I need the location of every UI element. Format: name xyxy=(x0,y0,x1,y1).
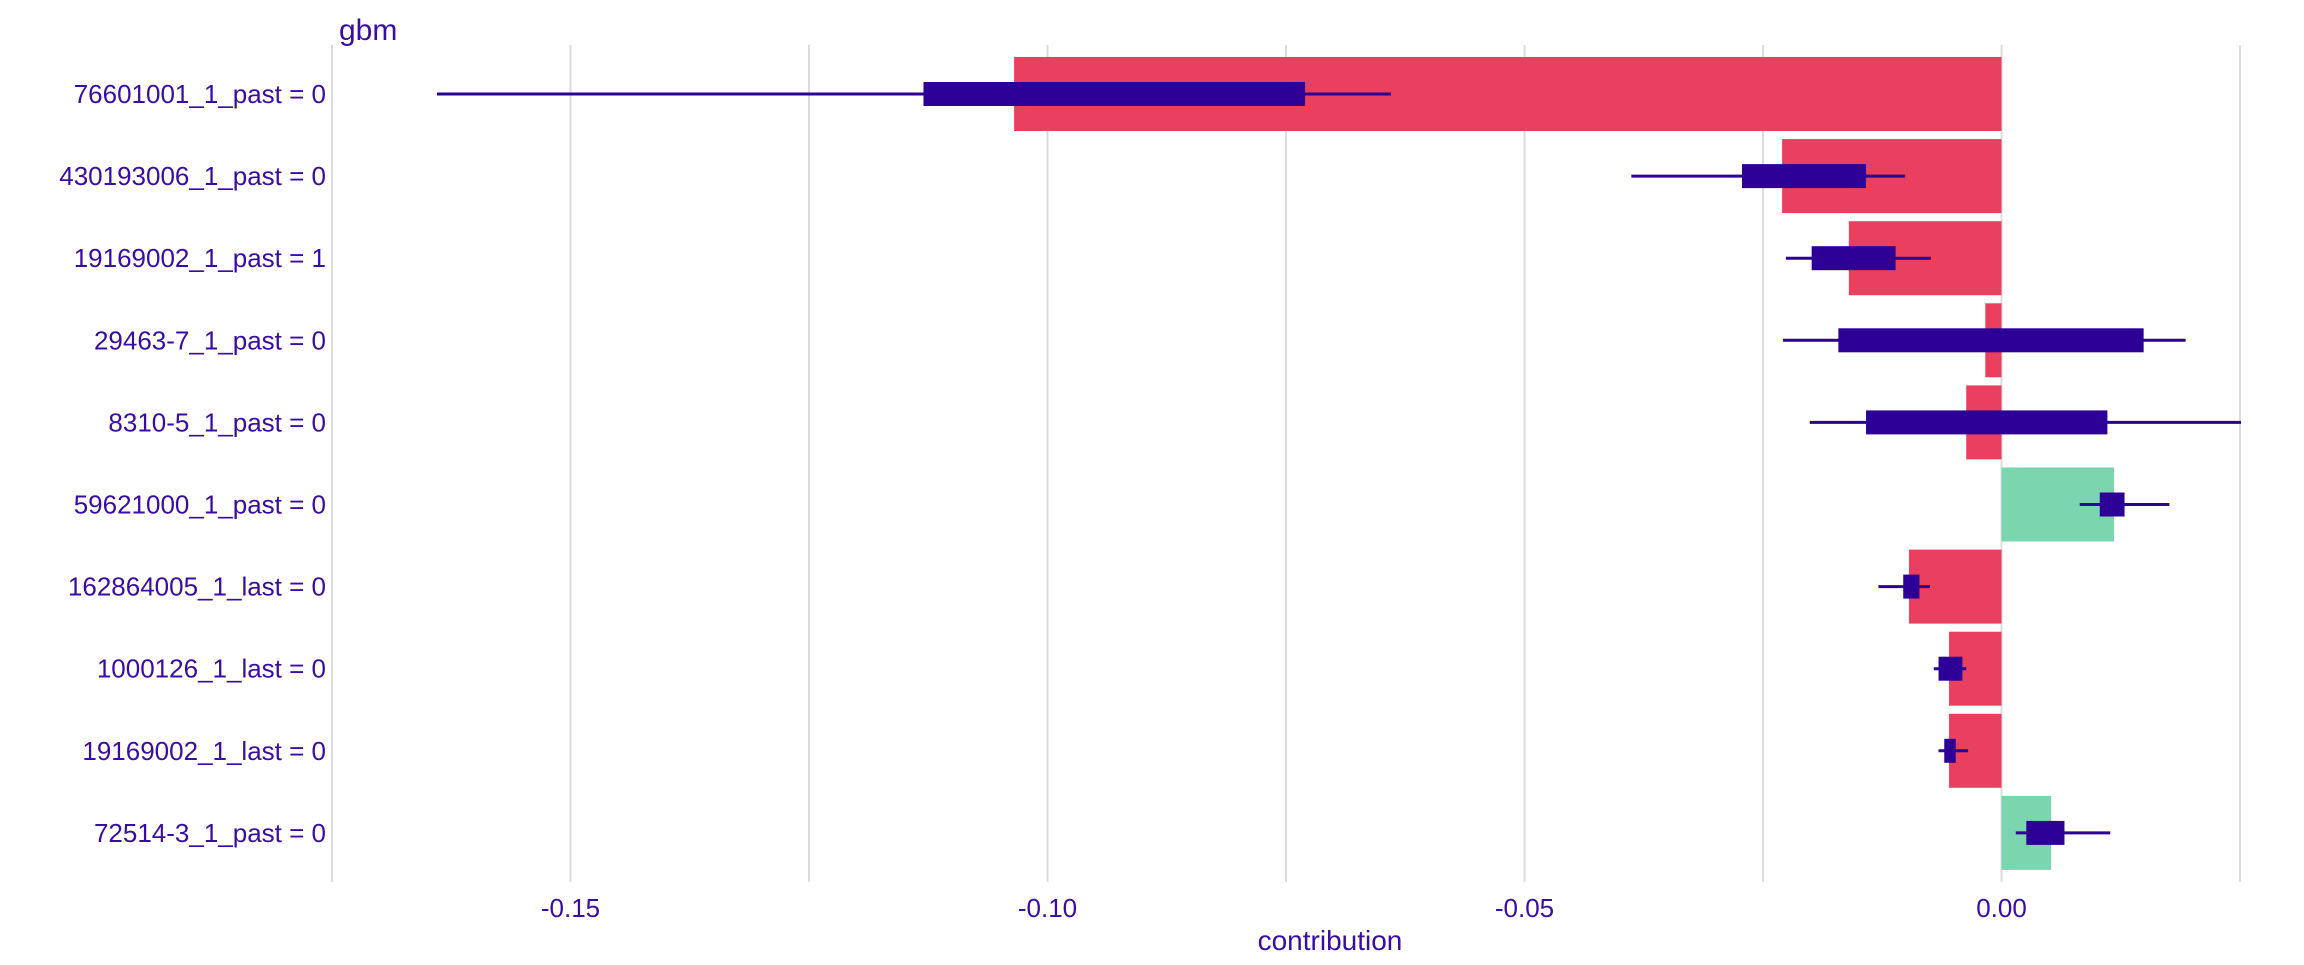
category-label: 29463-7_1_past = 0 xyxy=(94,325,326,355)
boxplot-box xyxy=(2099,492,2125,517)
category-label: 19169002_1_last = 0 xyxy=(82,736,326,766)
label-layer: -0.15 -0.10 -0.05 0.00 76601001_1_past = 0 43… xyxy=(59,79,2027,923)
boxplot-box xyxy=(1944,738,1956,763)
boxplot-box xyxy=(1838,328,2144,353)
category-label: 162864005_1_last = 0 xyxy=(68,572,326,602)
boxplot-box xyxy=(1866,410,2108,435)
boxplot-box xyxy=(1742,164,1867,189)
chart-title: gbm xyxy=(339,14,397,47)
x-tick-label: 0.00 xyxy=(1976,893,2027,923)
boxplot-box xyxy=(1903,574,1920,599)
category-label: 430193006_1_past = 0 xyxy=(59,161,326,191)
x-tick-label: -0.15 xyxy=(541,893,600,923)
category-label: 72514-3_1_past = 0 xyxy=(94,818,326,848)
category-label: 19169002_1_past = 1 xyxy=(74,243,326,273)
box-layer xyxy=(436,82,2241,845)
boxplot-box xyxy=(1938,656,1963,681)
category-label: 76601001_1_past = 0 xyxy=(74,79,326,109)
category-label: 8310-5_1_past = 0 xyxy=(108,407,326,437)
x-tick-label: -0.05 xyxy=(1495,893,1554,923)
boxplot-box xyxy=(1811,246,1896,271)
boxplot-box xyxy=(923,82,1306,106)
category-label: 1000126_1_last = 0 xyxy=(97,654,326,684)
boxplot-box xyxy=(2026,820,2065,845)
x-axis-label: contribution xyxy=(1258,925,1403,956)
x-tick-label: -0.10 xyxy=(1018,893,1077,923)
category-label: 59621000_1_past = 0 xyxy=(74,490,326,520)
